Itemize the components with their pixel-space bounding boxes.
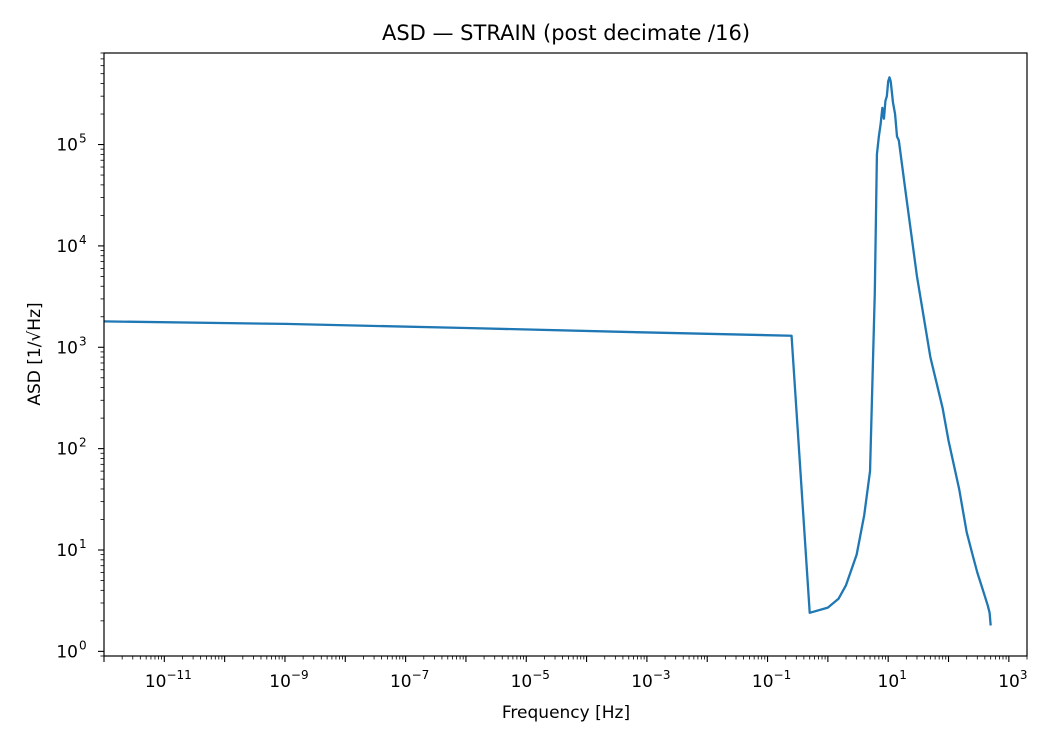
y-tick-label: 10 <box>56 136 78 156</box>
x-tick-label: 10−5 <box>511 668 550 692</box>
y-tick-exponent: 1 <box>79 537 87 551</box>
x-tick-label: 10−11 <box>145 668 192 692</box>
x-tick-label: 10−7 <box>390 668 429 692</box>
y-tick-label: 10 <box>56 237 78 257</box>
chart-title: ASD — STRAIN (post decimate /16) <box>382 21 750 45</box>
y-tick-label: 10 <box>56 541 78 561</box>
x-tick-label: 10−1 <box>752 668 791 692</box>
x-tick-label: 101 <box>878 668 907 692</box>
y-axis-label: ASD [1/√Hz] <box>25 302 45 405</box>
plot-area <box>103 76 992 626</box>
y-tick-label: 10 <box>56 642 78 662</box>
x-tick-label: 10−9 <box>269 668 308 692</box>
y-tick-exponent: 2 <box>79 436 87 450</box>
x-tick-label: 10−3 <box>631 668 670 692</box>
x-axis-label: Frequency [Hz] <box>502 703 630 723</box>
y-tick-exponent: 3 <box>79 334 87 348</box>
y-tick-label: 10 <box>56 440 78 460</box>
x-axis-ticks: 10−11 10−9 10−7 10−5 10−3 10−1 101 103 <box>103 656 1027 692</box>
y-tick-exponent: 0 <box>79 638 87 652</box>
series-line-0 <box>103 76 992 626</box>
y-tick-exponent: 4 <box>79 233 87 247</box>
y-tick-exponent: 5 <box>79 132 87 146</box>
y-tick-label: 10 <box>56 338 78 358</box>
plot-frame <box>103 52 1028 657</box>
x-tick-label: 103 <box>998 668 1027 692</box>
